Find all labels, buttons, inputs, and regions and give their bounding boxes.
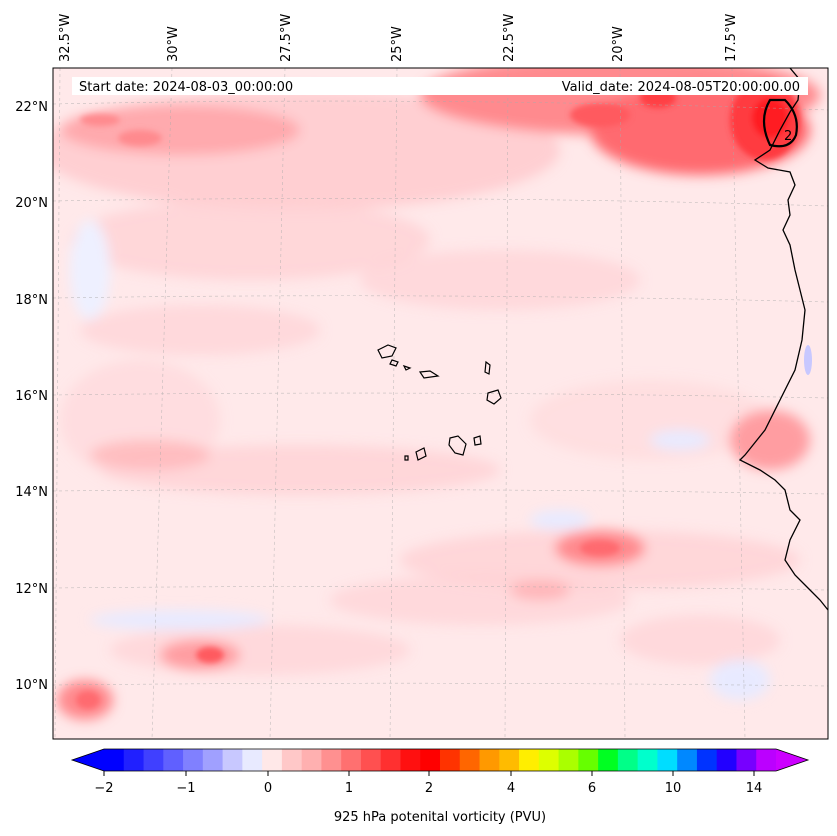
colorbar-cell xyxy=(242,749,263,771)
lon-tick-label: 32.5°W xyxy=(58,14,73,62)
pv-contour-2 xyxy=(762,98,798,148)
colorbar-cell xyxy=(617,749,639,771)
colorbar-cell xyxy=(262,749,283,771)
colorbar-cell xyxy=(143,749,164,771)
pv-field xyxy=(53,68,828,739)
gridlines xyxy=(53,68,828,739)
lon-tick-label: 25°W xyxy=(390,26,405,62)
lat-tick-label: 22°N xyxy=(15,100,48,115)
lon-tick-label: 30°W xyxy=(166,26,181,62)
contour-label: 2 xyxy=(784,129,792,144)
colorbar-cell xyxy=(183,749,204,771)
valid-date-label: Valid_date: 2024-08-05T20:00:00.00 xyxy=(562,80,800,95)
lat-tick-label: 20°N xyxy=(15,196,48,211)
colorbar-cell xyxy=(341,749,362,771)
lon-tick-label: 17.5°W xyxy=(724,14,739,62)
map-border xyxy=(52,67,829,740)
colorbar-cell xyxy=(163,749,184,771)
lon-tick-label: 27.5°W xyxy=(279,14,294,62)
lon-tick-label: 22.5°W xyxy=(502,14,517,62)
colorbar-right-arrow xyxy=(776,749,808,771)
colorbar-cell xyxy=(499,749,520,771)
colorbar-cell xyxy=(598,749,619,771)
colorbar-tick-label: −2 xyxy=(94,781,113,796)
lon-tick-labels: 32.5°W 30°W 27.5°W 25°W 22.5°W 20°W 17.5… xyxy=(58,14,739,62)
colorbar-cell xyxy=(736,749,757,771)
colorbar-tick-label: −1 xyxy=(176,781,195,796)
colorbar-cell xyxy=(538,749,560,771)
colorbar-cell xyxy=(222,749,243,771)
cape-verde-islands xyxy=(377,344,502,461)
lat-tick-label: 12°N xyxy=(15,582,48,597)
colorbar-cell xyxy=(360,749,382,771)
colorbar-cell xyxy=(440,749,461,771)
colorbar-cell xyxy=(123,749,145,771)
colorbar-cell xyxy=(756,749,777,771)
colorbar-left-arrow xyxy=(72,749,104,771)
lat-tick-labels: 22°N 20°N 18°N 16°N 14°N 12°N 10°N xyxy=(15,100,48,693)
colorbar-title: 925 hPa potenital vorticity (PVU) xyxy=(334,810,546,825)
colorbar-cell xyxy=(578,749,599,771)
colorbar-cell xyxy=(657,749,678,771)
start-date-label: Start date: 2024-08-03_00:00:00 xyxy=(79,80,293,95)
colorbar-tick-label: 1 xyxy=(345,781,353,796)
lon-tick-label: 20°W xyxy=(611,26,626,62)
colorbar-tick-label: 6 xyxy=(588,781,596,796)
colorbar-cell xyxy=(637,749,659,771)
colorbar-cell xyxy=(321,749,342,771)
header-bar xyxy=(72,77,808,95)
colorbar-cell xyxy=(519,749,540,771)
colorbar-cell xyxy=(696,749,718,771)
colorbar-cell xyxy=(420,749,441,771)
colorbar-tick-label: 14 xyxy=(746,781,763,796)
lat-tick-label: 18°N xyxy=(15,293,48,308)
lat-tick-label: 14°N xyxy=(15,485,48,500)
colorbar-cells xyxy=(104,749,777,771)
colorbar-tick-labels: −2 −1 0 1 2 4 6 10 14 xyxy=(94,781,762,796)
colorbar-cell xyxy=(677,749,698,771)
colorbar-cell xyxy=(380,749,402,771)
lat-tick-label: 10°N xyxy=(15,678,48,693)
colorbar-cell xyxy=(459,749,481,771)
colorbar-cell xyxy=(400,749,421,771)
colorbar-cell xyxy=(202,749,224,771)
lat-tick-label: 16°N xyxy=(15,389,48,404)
colorbar: −2 −1 0 1 2 4 6 10 14 925 hPa potenital … xyxy=(70,748,810,825)
colorbar-cell xyxy=(558,749,579,771)
colorbar-tick-label: 10 xyxy=(665,781,682,796)
colorbar-cell xyxy=(716,749,738,771)
colorbar-ticks xyxy=(103,771,755,776)
colorbar-tick-label: 0 xyxy=(264,781,272,796)
colorbar-cell xyxy=(281,749,303,771)
colorbar-tick-label: 2 xyxy=(425,781,433,796)
colorbar-cell xyxy=(479,749,500,771)
africa-coastline xyxy=(738,68,828,611)
colorbar-tick-label: 4 xyxy=(507,781,515,796)
colorbar-cell xyxy=(301,749,323,771)
colorbar-cell xyxy=(104,749,125,771)
